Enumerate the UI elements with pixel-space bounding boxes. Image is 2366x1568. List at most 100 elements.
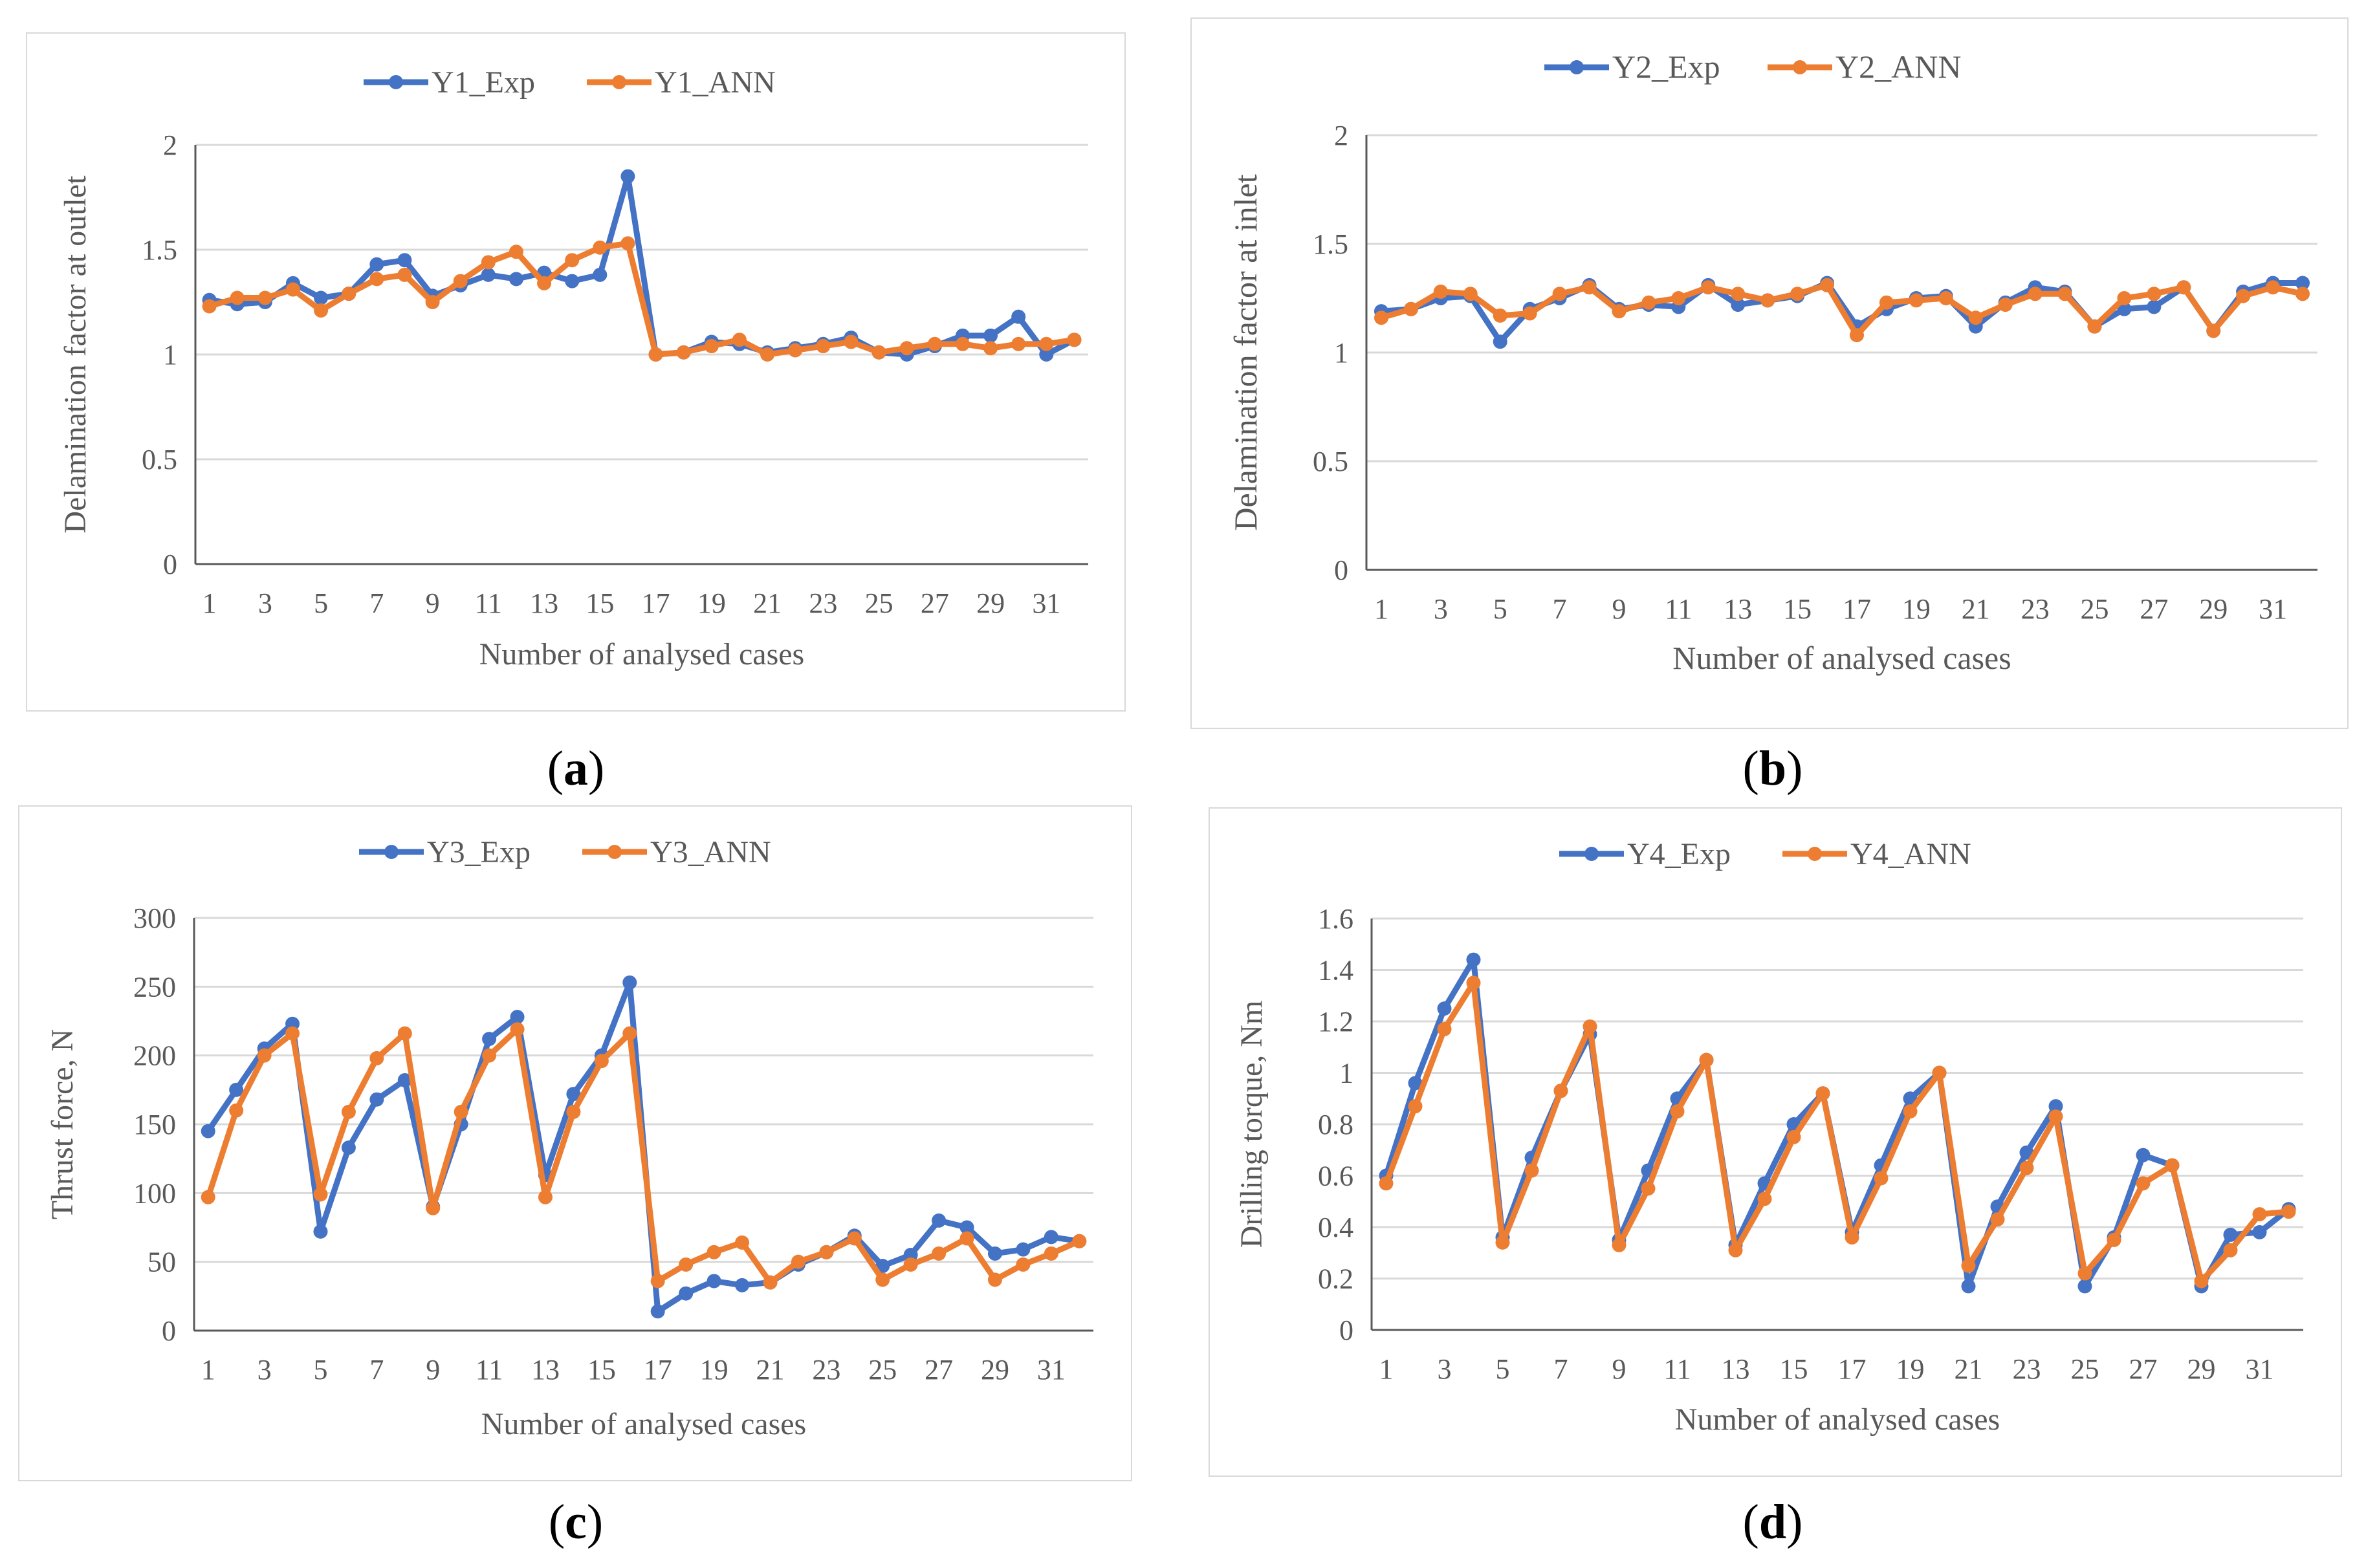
data-point-Y2_ANN [1760, 293, 1775, 308]
data-point-Y1_ANN [788, 343, 803, 358]
data-point-Y3_ANN [763, 1275, 778, 1290]
data-point-Y4_Exp [1437, 1001, 1452, 1016]
data-point-Y4_ANN [1757, 1192, 1772, 1206]
data-point-Y3_Exp [201, 1124, 215, 1138]
x-tick-label: 25 [2071, 1353, 2099, 1385]
data-point-Y3_ANN [735, 1235, 750, 1250]
y-tick-label: 0.8 [1318, 1109, 1353, 1140]
data-point-Y4_ANN [1524, 1163, 1539, 1178]
data-point-Y1_ANN [230, 290, 245, 305]
data-point-Y3_ANN [847, 1231, 862, 1246]
y-tick-label: 0.6 [1318, 1160, 1353, 1192]
x-tick-label: 21 [756, 1354, 784, 1386]
data-point-Y4_ANN [1612, 1237, 1627, 1252]
y-tick-label: 1.6 [1318, 903, 1353, 935]
data-point-Y1_ANN [927, 336, 942, 351]
legend-label-Y2_Exp: Y2_Exp [1612, 49, 1720, 85]
data-point-Y4_ANN [1815, 1086, 1830, 1101]
data-point-Y4_ANN [1874, 1171, 1889, 1186]
x-tick-label: 21 [1962, 593, 1990, 625]
data-point-Y3_ANN [257, 1048, 272, 1063]
data-point-Y3_ANN [959, 1231, 974, 1246]
data-point-Y1_ANN [257, 290, 272, 305]
x-tick-label: 19 [697, 587, 726, 619]
data-point-Y3_ANN [369, 1051, 384, 1065]
data-point-Y2_ANN [1968, 310, 1983, 325]
data-point-Y1_ANN [481, 255, 496, 270]
data-point-Y1_ANN [983, 341, 998, 356]
legend-marker-Y2_ANN [1793, 60, 1807, 74]
data-point-Y3_Exp [341, 1140, 356, 1155]
x-tick-label: 29 [976, 587, 1005, 619]
data-point-Y3_Exp [650, 1304, 665, 1319]
data-point-Y3_ANN [201, 1190, 215, 1204]
data-point-Y2_ANN [1582, 280, 1597, 295]
data-point-Y3_ANN [454, 1104, 468, 1119]
data-point-Y1_ANN [593, 240, 608, 255]
data-point-Y2_ANN [1998, 298, 2013, 312]
y-tick-label: 1.5 [142, 234, 177, 266]
x-tick-label: 31 [2259, 593, 2287, 625]
x-tick-label: 25 [868, 1354, 897, 1386]
x-tick-label: 3 [257, 1354, 272, 1386]
x-axis-title: Number of analysed cases [1675, 1402, 2000, 1437]
data-point-Y3_ANN [538, 1190, 553, 1204]
x-tick-label: 11 [475, 587, 502, 619]
x-tick-label: 19 [700, 1354, 728, 1386]
data-point-Y1_ANN [676, 345, 691, 360]
data-point-Y2_ANN [1701, 280, 1716, 295]
data-point-Y2_ANN [1879, 295, 1894, 310]
data-point-Y3_Exp [1016, 1242, 1031, 1257]
x-tick-label: 9 [426, 587, 440, 619]
y-tick-label: 100 [133, 1177, 176, 1209]
data-point-Y3_Exp [987, 1246, 1002, 1261]
y-tick-label: 0.4 [1318, 1212, 1353, 1243]
data-point-Y3_ANN [285, 1026, 300, 1041]
x-tick-label: 29 [2187, 1353, 2216, 1385]
y-tick-label: 0 [162, 1315, 176, 1347]
data-point-Y3_Exp [679, 1286, 694, 1301]
data-point-Y1_ANN [648, 347, 663, 362]
data-point-Y4_ANN [1961, 1258, 1976, 1273]
x-tick-label: 5 [313, 1354, 327, 1386]
x-tick-label: 3 [1438, 1353, 1452, 1385]
series-line-Y3_ANN [205, 1026, 1081, 1286]
data-point-Y1_ANN [620, 236, 635, 251]
x-tick-label: 13 [531, 1354, 560, 1386]
x-tick-label: 23 [809, 587, 837, 619]
data-point-Y2_ANN [2147, 287, 2162, 301]
data-point-Y3_Exp [932, 1213, 947, 1228]
data-point-Y1_Exp [369, 257, 384, 272]
data-point-Y4_ANN [2077, 1266, 2092, 1281]
legend-label-Y3_ANN: Y3_ANN [650, 835, 771, 869]
data-point-Y2_ANN [2028, 287, 2043, 301]
data-point-Y2_Exp [2147, 299, 2162, 314]
x-tick-label: 15 [1783, 593, 1812, 625]
data-point-Y1_ANN [369, 272, 384, 287]
data-point-Y3_ANN [341, 1104, 356, 1119]
x-tick-label: 31 [1032, 587, 1060, 619]
data-point-Y3_ANN [819, 1245, 834, 1259]
y-tick-label: 0.5 [142, 444, 177, 475]
data-point-Y3_ANN [650, 1274, 665, 1289]
data-point-Y4_ANN [1379, 1176, 1394, 1191]
data-point-Y4_ANN [2223, 1243, 2238, 1258]
series-line-Y4_Exp [1383, 957, 2291, 1289]
data-point-Y4_ANN [1553, 1083, 1568, 1098]
x-tick-label: 7 [369, 587, 384, 619]
data-point-Y2_ANN [1790, 287, 1805, 301]
data-point-Y1_Exp [509, 272, 523, 287]
x-tick-label: 27 [2129, 1353, 2158, 1385]
y-tick-label: 1 [1334, 337, 1348, 369]
data-point-Y4_ANN [1845, 1230, 1859, 1245]
data-point-Y4_Exp [1408, 1076, 1423, 1091]
chart-panel-a: 0 0.5 1 1.5 2 1 3 5 7 9 11 13 15 17 19 21 23 25 27 29 31 Numb… [26, 32, 1126, 712]
data-point-Y3_ANN [1044, 1246, 1058, 1261]
chart-a-svg: 00.511.521 3 5 7 9 11 13 15 17 19 21 23 25 27 29 31Numb… [58, 65, 1088, 671]
data-point-Y3_ANN [791, 1254, 805, 1269]
data-point-Y4_ANN [2252, 1207, 2267, 1222]
data-point-Y4_Exp [2048, 1099, 2063, 1114]
data-point-Y2_ANN [2176, 280, 2191, 295]
data-point-Y3_ANN [987, 1272, 1002, 1287]
